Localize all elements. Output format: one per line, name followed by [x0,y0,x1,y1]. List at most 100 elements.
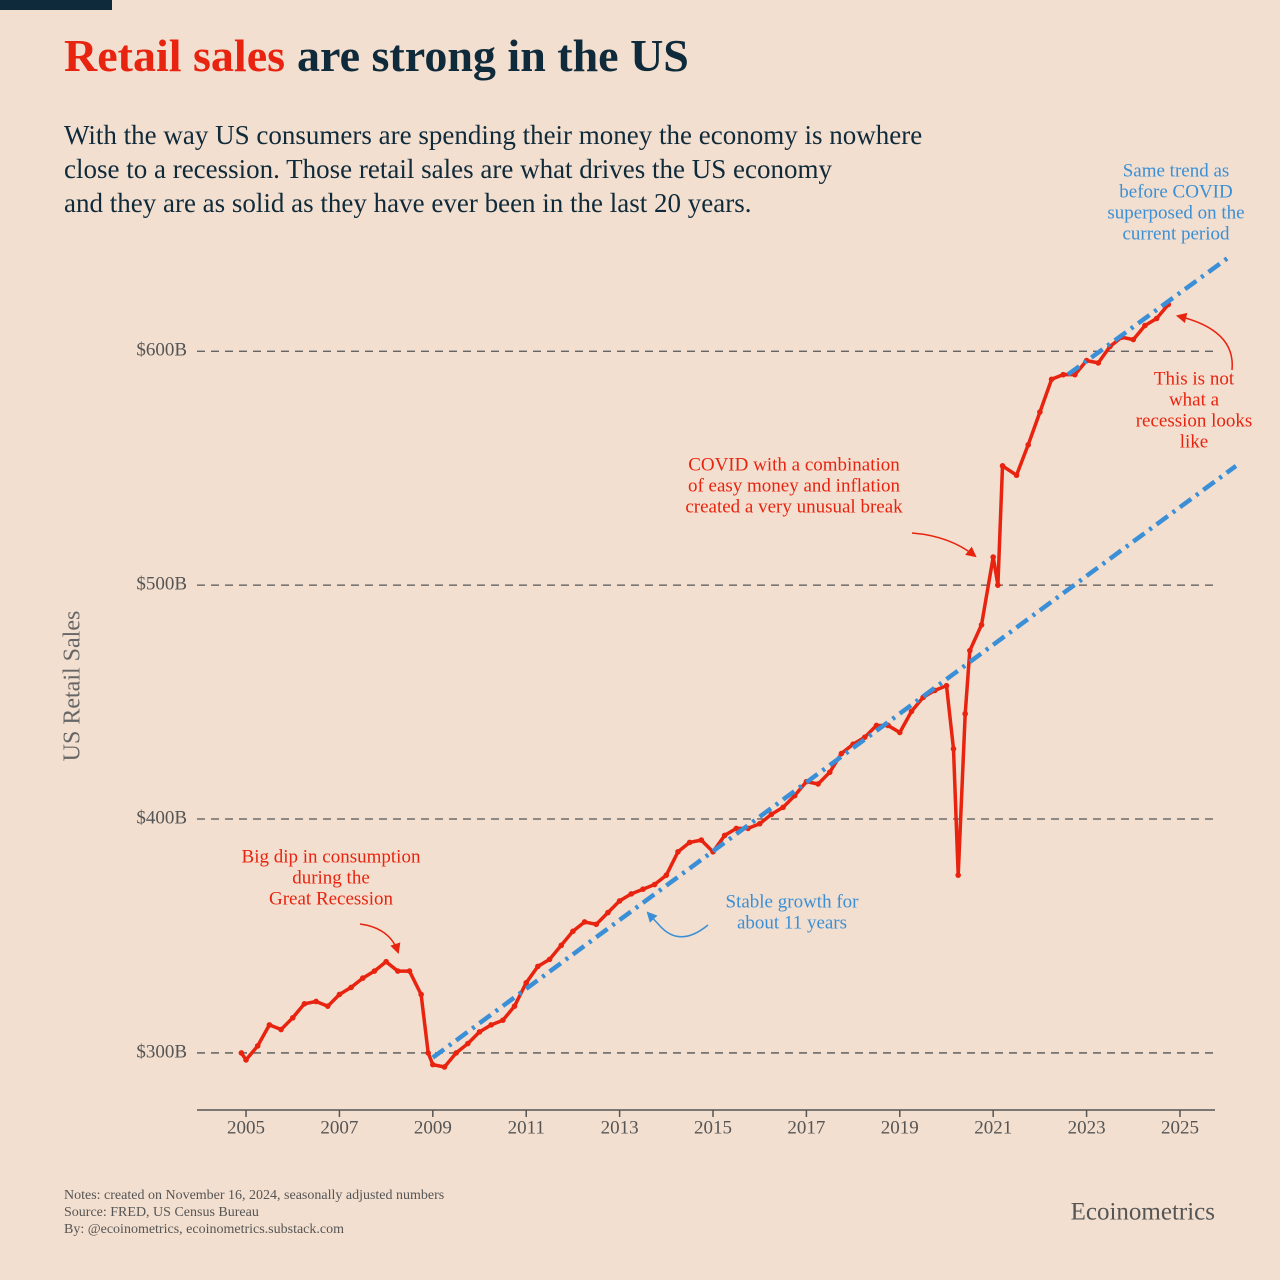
y-tick-label: $500B [136,574,187,595]
data-point [324,1003,331,1009]
data-point [651,881,658,888]
data-point [535,963,541,970]
data-point [1153,315,1160,322]
annotation: during the [292,867,370,888]
data-point [768,811,775,818]
data-point [570,928,576,935]
data-point [394,968,401,974]
data-point [243,1057,249,1063]
annotation: This is not [1154,368,1235,389]
data-point [558,942,565,949]
annotation: recession looks [1136,410,1253,431]
data-point [826,769,833,776]
data-point [955,872,961,878]
data-point [663,872,670,878]
subtitle: and they are as solid as they have ever … [64,188,752,218]
brand: Ecoinometrics [1071,1199,1215,1226]
data-point [1048,376,1055,383]
data-point [406,968,413,974]
data-point [967,647,973,654]
data-point [581,919,588,925]
data-point [359,975,366,981]
note: By: @ecoinometrics, ecoinometrics.substa… [64,1222,344,1237]
data-point [873,722,880,729]
data-point [488,1022,494,1028]
x-tick-label: 2025 [1161,1117,1199,1138]
data-point [336,991,343,998]
data-point [1095,360,1102,366]
data-point [453,1050,459,1056]
data-point [605,909,611,916]
annotation: before COVID [1119,181,1232,202]
x-tick-label: 2005 [227,1117,265,1138]
annotation: current period [1122,223,1230,244]
data-point [500,1017,506,1023]
data-point [675,848,681,855]
annotation: Great Recession [269,888,393,909]
data-point [523,979,530,986]
annotation-arrow [1175,312,1233,371]
x-tick-label: 2007 [320,1117,358,1138]
note: Source: FRED, US Census Bureau [64,1205,259,1220]
data-point [780,804,786,811]
y-tick-label: $300B [136,1041,187,1062]
data-point [896,729,903,736]
data-point [1060,371,1067,378]
data-point [511,1003,518,1009]
data-point [950,746,957,752]
data-point [476,1029,483,1035]
data-point [425,1050,431,1056]
annotation: superposed on the [1107,202,1244,223]
annotation: like [1180,431,1209,452]
data-point [1037,409,1043,415]
data-point [999,463,1006,469]
x-tick-label: 2019 [881,1117,919,1138]
annotation: of easy money and inflation [688,475,901,496]
data-point [943,682,950,689]
data-point [238,1050,245,1056]
annotation-arrow [646,911,709,938]
x-tick-label: 2013 [601,1117,639,1138]
annotation: Stable growth for [726,891,860,912]
data-point [733,825,740,832]
annotation: COVID with a combination [688,454,900,475]
chart-title: Retail sales are strong in the US [64,30,689,81]
y-tick-label: $400B [136,807,187,828]
sales-line [239,303,1170,1069]
data-point [546,956,553,963]
data-point [698,837,705,843]
annotation-arrow [911,532,977,558]
data-point [441,1064,448,1070]
x-tick-label: 2015 [694,1117,732,1138]
data-point [756,820,763,827]
data-point [301,1001,308,1007]
data-point [278,1026,284,1033]
data-point [1142,322,1148,329]
data-point [1130,336,1137,343]
data-point [628,891,635,897]
subtitle: close to a recession. Those retail sales… [64,154,833,184]
data-point [348,984,354,991]
annotation: what a [1169,389,1220,410]
trend-line [431,464,1238,1060]
x-tick-label: 2023 [1068,1117,1106,1138]
annotation: Same trend as [1123,160,1230,181]
data-point [371,968,378,974]
data-point [990,554,996,560]
data-point [908,708,915,715]
data-point [313,998,319,1005]
data-point [289,1015,296,1021]
data-point [978,622,985,628]
trend-line [1066,253,1233,377]
title-rest: are strong in the US [297,30,689,81]
data-point [995,582,1001,588]
data-point [430,1061,436,1068]
title-highlight: Retail sales [64,30,285,81]
y-tick-label: $600B [136,340,187,361]
corner-bar [0,0,112,10]
x-tick-label: 2009 [414,1117,452,1138]
y-axis-label: US Retail Sales [60,611,86,762]
data-point [465,1040,471,1047]
x-tick-label: 2021 [974,1117,1012,1138]
